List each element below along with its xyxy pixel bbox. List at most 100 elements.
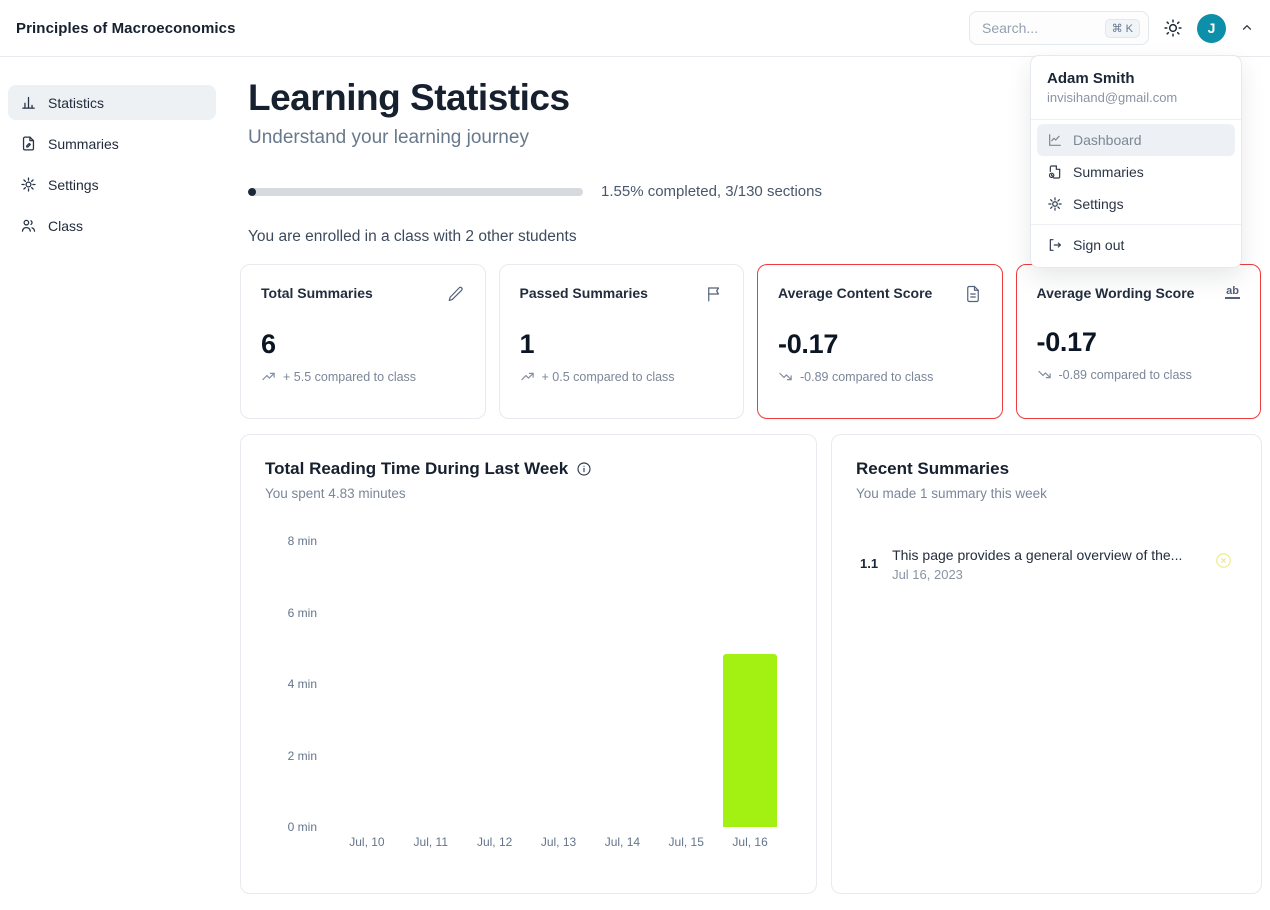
enrollment-note: You are enrolled in a class with 2 other…	[248, 228, 577, 245]
recent-summaries-subtitle: You made 1 summary this week	[856, 486, 1047, 501]
search-shortcut-badge: ⌘ K	[1104, 18, 1140, 38]
menu-item-dashboard[interactable]: Dashboard	[1037, 124, 1235, 156]
y-tick-label: 6 min	[287, 605, 317, 620]
document-refresh-icon	[1047, 164, 1063, 180]
topbar: Principles of Macroeconomics ⌘ K J	[0, 0, 1270, 57]
stat-card-average-content-score: Average Content Score -0.17 -0.89 compar…	[757, 264, 1003, 419]
user-name: Adam Smith	[1047, 70, 1135, 87]
info-circle-icon[interactable]	[576, 461, 592, 477]
y-tick-label: 8 min	[287, 534, 317, 548]
document-edit-icon	[20, 135, 37, 152]
x-tick-label: Jul, 12	[476, 835, 513, 849]
trend-up-icon	[520, 369, 535, 384]
stat-card-value: 6	[261, 329, 276, 359]
bar-slot	[463, 541, 527, 827]
people-icon	[20, 217, 37, 234]
line-chart-icon	[1047, 132, 1063, 148]
trend-up-icon	[261, 369, 276, 384]
y-tick-label: 4 min	[287, 677, 317, 691]
bar-slot	[399, 541, 463, 827]
bars-area	[335, 541, 782, 827]
summary-section-number: 1.1	[860, 556, 879, 571]
user-menu: Adam Smith invisihand@gmail.com Dashboar…	[1030, 55, 1242, 268]
bar-slot	[654, 541, 718, 827]
stat-card-title: Average Wording Score	[1036, 285, 1195, 301]
stat-card-value: -0.17	[1036, 327, 1097, 357]
user-email: invisihand@gmail.com	[1047, 90, 1178, 105]
page-title: Learning Statistics	[248, 77, 570, 118]
flag-icon	[705, 285, 723, 303]
chevron-up-icon[interactable]	[1240, 21, 1254, 35]
recent-summaries-title: Recent Summaries	[856, 459, 1010, 478]
app-title: Principles of Macroeconomics	[16, 19, 236, 37]
search-box[interactable]: ⌘ K	[969, 11, 1149, 45]
trend-down-icon	[1037, 367, 1052, 382]
reading-time-bar[interactable]	[723, 654, 778, 827]
bar-chart-icon	[20, 94, 37, 111]
bar-chart: 0 min 2 min 4 min 6 min 8 min	[265, 534, 792, 834]
sidebar-item-label: Class	[48, 217, 84, 234]
menu-item-signout[interactable]: Sign out	[1037, 229, 1235, 261]
y-tick-label: 0 min	[287, 820, 317, 834]
user-menu-header: Adam Smith invisihand@gmail.com	[1037, 62, 1235, 115]
menu-item-label: Dashboard	[1073, 132, 1142, 148]
logout-icon	[1047, 237, 1063, 253]
menu-item-settings[interactable]: Settings	[1037, 188, 1235, 220]
sidebar-item-settings[interactable]: Settings	[8, 167, 216, 202]
progress-fill	[248, 187, 256, 196]
progress-label: 1.55% completed, 3/130 sections	[601, 183, 822, 200]
stat-card-title: Total Summaries	[261, 285, 373, 301]
x-axis-labels: Jul, 10 Jul, 11 Jul, 12 Jul, 13 Jul, 14 Jul, …	[335, 835, 782, 849]
stat-card-compare: -0.89 compared to class	[800, 369, 934, 384]
summary-list-item[interactable]: 1.1 This page provides a general overvie…	[856, 547, 1237, 582]
x-tick-label: Jul, 15	[668, 835, 704, 849]
stat-card-title: Passed Summaries	[519, 285, 648, 301]
main-content: Learning Statistics Understand your lear…	[240, 57, 1262, 910]
x-tick-label: Jul, 16	[732, 835, 768, 849]
menu-item-label: Sign out	[1073, 237, 1125, 253]
topbar-actions: ⌘ K J	[969, 11, 1254, 45]
x-tick-label: Jul, 13	[540, 835, 577, 849]
stat-card-title: Average Content Score	[778, 285, 933, 301]
summary-item-title: This page provides a general overview of…	[892, 547, 1183, 563]
bar-slot	[527, 541, 591, 827]
stat-card-average-wording-score: Average Wording Score ab -0.17 -0.89 com…	[1015, 264, 1261, 419]
chart-subtitle: You spent 4.83 minutes	[265, 486, 406, 501]
stat-cards: Total Summaries 6 + 5.5 compared to clas…	[240, 264, 1261, 419]
progress-row: 1.55% completed, 3/130 sections	[248, 183, 1262, 200]
stat-card-value: 1	[519, 329, 535, 359]
file-text-icon	[964, 285, 982, 303]
recent-summaries-card: Recent Summaries You made 1 summary this…	[831, 434, 1262, 894]
pencil-icon	[447, 285, 465, 303]
menu-item-label: Settings	[1073, 196, 1124, 212]
bar-slot	[590, 541, 654, 827]
stat-card-compare: + 5.5 compared to class	[283, 369, 417, 384]
theme-toggle-button[interactable]	[1163, 18, 1183, 38]
reading-time-chart-card: Total Reading Time During Last Week You …	[240, 434, 817, 894]
y-tick-label: 2 min	[287, 748, 317, 763]
sidebar-item-class[interactable]: Class	[8, 208, 216, 243]
search-input[interactable]	[982, 20, 1105, 36]
sidebar-item-statistics[interactable]: Statistics	[8, 85, 216, 120]
stat-card-compare: -0.89 compared to class	[1058, 367, 1192, 382]
page-subtitle: Understand your learning journey	[248, 127, 529, 148]
sidebar: Statistics Summaries Settings Class	[0, 57, 224, 249]
sun-icon	[1163, 18, 1183, 38]
x-tick-label: Jul, 11	[413, 835, 449, 849]
x-tick-label: Jul, 14	[604, 835, 641, 849]
sidebar-item-summaries[interactable]: Summaries	[8, 126, 216, 161]
x-tick-label: Jul, 10	[349, 835, 385, 849]
avatar[interactable]: J	[1197, 13, 1226, 43]
trend-down-icon	[778, 369, 793, 384]
menu-divider	[1031, 224, 1241, 225]
menu-item-summaries[interactable]: Summaries	[1037, 156, 1235, 188]
menu-divider	[1031, 119, 1241, 120]
sidebar-item-label: Summaries	[48, 135, 119, 152]
stat-card-value: -0.17	[778, 329, 839, 359]
stat-card-passed-summaries: Passed Summaries 1 + 0.5 compared to cla…	[498, 264, 744, 419]
stat-card-compare: + 0.5 compared to class	[541, 369, 675, 384]
whole-word-icon: ab	[1225, 285, 1240, 300]
sidebar-item-label: Settings	[48, 176, 99, 193]
sidebar-item-label: Statistics	[48, 94, 105, 111]
gear-icon	[1047, 196, 1063, 212]
